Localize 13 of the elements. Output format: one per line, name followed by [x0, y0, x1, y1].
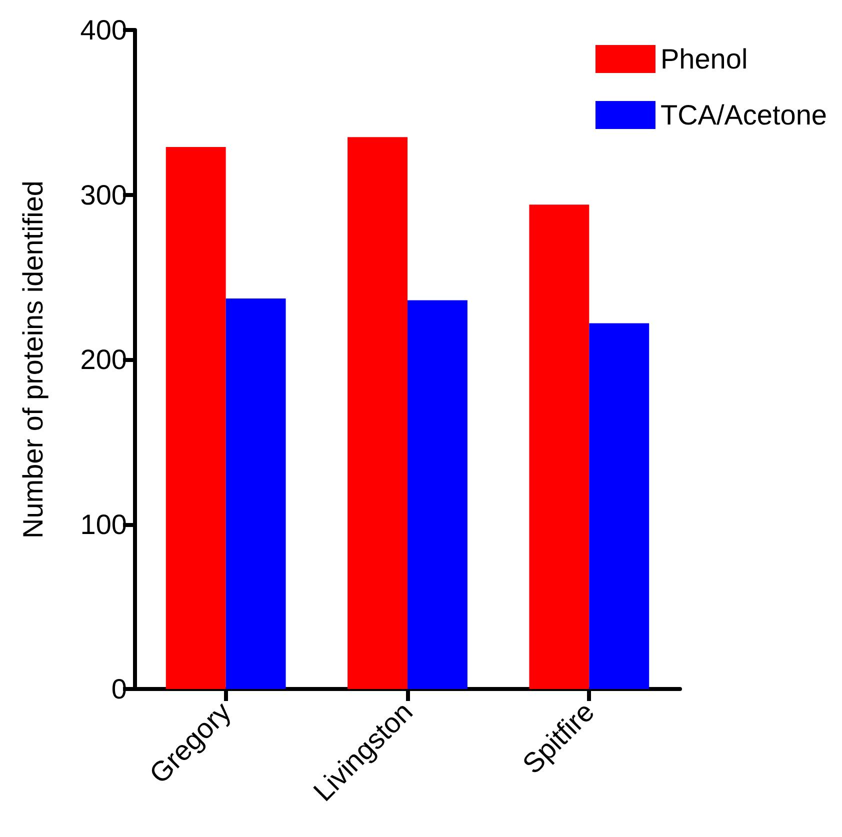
legend-label: TCA/Acetone	[660, 100, 828, 130]
y-tick-label: 100	[80, 508, 127, 540]
bar	[166, 146, 226, 689]
bar	[589, 323, 650, 689]
bar	[348, 137, 408, 689]
bar	[408, 300, 468, 689]
bar	[226, 298, 286, 689]
y-tick-label: 300	[80, 179, 127, 210]
y-axis-title: Number of proteins identified	[18, 180, 48, 538]
bar	[529, 204, 590, 689]
y-tick-label: 200	[80, 344, 127, 375]
legend-label: Phenol	[660, 44, 748, 74]
y-tick-label: 400	[80, 14, 127, 46]
